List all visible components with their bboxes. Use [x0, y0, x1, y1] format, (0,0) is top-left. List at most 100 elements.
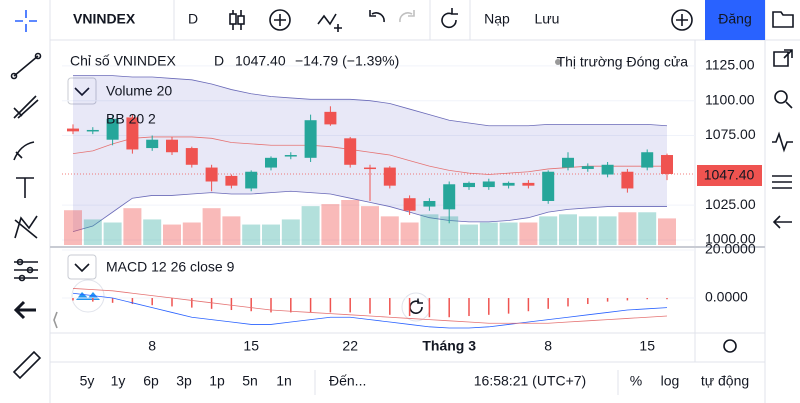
candle-body	[502, 182, 515, 186]
bb-legend: BB 20 2	[106, 111, 156, 127]
volume-bar	[440, 216, 459, 245]
y-tick-label: 1000.00	[705, 231, 756, 247]
volume-bar	[499, 222, 518, 245]
candle-body	[126, 117, 139, 150]
bb-line	[73, 75, 668, 127]
volume-bar	[103, 222, 122, 245]
volume-bar	[123, 208, 142, 245]
left-toolbar[interactable]	[10, 10, 58, 380]
symbol: VNINDEX	[73, 11, 136, 27]
macd-line	[72, 292, 668, 329]
volume-bar	[341, 200, 360, 245]
candle-body	[364, 167, 376, 170]
x-tick-label: 22	[342, 338, 358, 354]
candle-body	[383, 167, 396, 186]
candle-body	[166, 139, 178, 153]
volume-bar	[301, 206, 320, 245]
candle-body	[106, 118, 119, 140]
pane-controls[interactable]	[67, 59, 737, 353]
log-toggle[interactable]: log	[661, 373, 680, 389]
volume-bar	[182, 222, 201, 245]
volume-bar	[519, 222, 538, 245]
x-tick-label: 8	[544, 338, 552, 354]
candle-body	[344, 138, 357, 165]
candle-body	[324, 111, 337, 125]
save[interactable]: Lưu	[535, 11, 560, 27]
candle-body	[482, 181, 495, 188]
volume-bar	[163, 224, 181, 245]
percent-toggle[interactable]: %	[630, 373, 642, 389]
y-tick-label: 1125.00	[705, 57, 755, 73]
range-button[interactable]: 6p	[143, 373, 159, 389]
volume-bar	[222, 216, 241, 245]
interval[interactable]: D	[188, 11, 198, 27]
candle-body	[581, 166, 594, 169]
volume-bar	[420, 214, 439, 245]
last-price-label: 1047.40	[704, 167, 755, 183]
volume-bar	[380, 216, 399, 245]
volume-bar	[143, 219, 162, 245]
volume-bar	[400, 222, 419, 245]
x-tick-label: 15	[639, 338, 655, 354]
range-button[interactable]: 1n	[276, 373, 292, 389]
macd-tick-label: 20.0000	[705, 241, 756, 257]
volume-bar	[460, 224, 478, 245]
candle-body	[522, 182, 535, 186]
candle-body	[146, 139, 159, 149]
publish[interactable]: Đăng	[718, 11, 751, 27]
y-tick-label: 1075.00	[705, 126, 756, 142]
right-toolbar[interactable]	[772, 11, 794, 229]
volume-bar	[361, 206, 379, 245]
auto-toggle[interactable]: tự động	[701, 373, 749, 389]
x-tick-label: 15	[243, 338, 259, 354]
candle-body	[443, 184, 456, 210]
candle-body	[304, 120, 317, 158]
volume-legend: Volume 20	[106, 83, 172, 99]
load[interactable]: Nạp	[484, 11, 510, 27]
range-button[interactable]: 3p	[176, 373, 192, 389]
range-button[interactable]: 1p	[209, 373, 225, 389]
range-button[interactable]: 1y	[111, 373, 126, 389]
volume-bar	[598, 216, 617, 245]
volume-bar	[202, 208, 221, 245]
candle-body	[542, 171, 555, 201]
legend-interval: D	[214, 53, 224, 69]
volume-bar	[262, 224, 280, 245]
top-toolbar-icons[interactable]	[229, 8, 693, 32]
candle-body	[245, 171, 258, 189]
goto-date[interactable]: Đến...	[329, 373, 366, 389]
legend-change: −14.79 (−1.39%)	[295, 53, 399, 69]
bb-fill	[73, 75, 667, 232]
candle-body	[641, 152, 654, 168]
market-status: Thị trường Đóng cửa	[557, 54, 689, 70]
candle-body	[423, 200, 436, 207]
macd-legend: MACD 12 26 close 9	[106, 259, 235, 275]
range-button[interactable]: 5y	[80, 373, 95, 389]
candle-body	[185, 148, 198, 165]
volume-bar	[658, 218, 676, 245]
candle-body	[621, 171, 634, 189]
candle-body	[265, 157, 277, 168]
last-price-tag	[697, 165, 762, 186]
volume-bar	[64, 210, 82, 245]
macd-line	[72, 288, 668, 324]
legend-title: Chỉ số VNINDEX	[70, 53, 176, 69]
candle-body	[67, 128, 79, 132]
volume-bar	[618, 212, 637, 245]
candle-body	[463, 182, 475, 188]
macd-tick-label: 0.0000	[705, 289, 748, 305]
volume-bar	[539, 216, 558, 245]
legend-price: 1047.40	[235, 53, 286, 69]
volume-bar	[242, 224, 261, 245]
candle-body	[403, 198, 416, 211]
candle-body	[86, 129, 99, 132]
volume-bar	[578, 216, 597, 245]
range-button[interactable]: 5n	[242, 373, 258, 389]
publish-button[interactable]	[705, 0, 765, 40]
candle-body	[661, 155, 673, 174]
volume-bar	[281, 219, 300, 245]
candle-body	[205, 167, 218, 182]
clock: 16:58:21 (UTC+7)	[474, 373, 586, 389]
x-tick-label: Tháng 3	[422, 338, 476, 354]
